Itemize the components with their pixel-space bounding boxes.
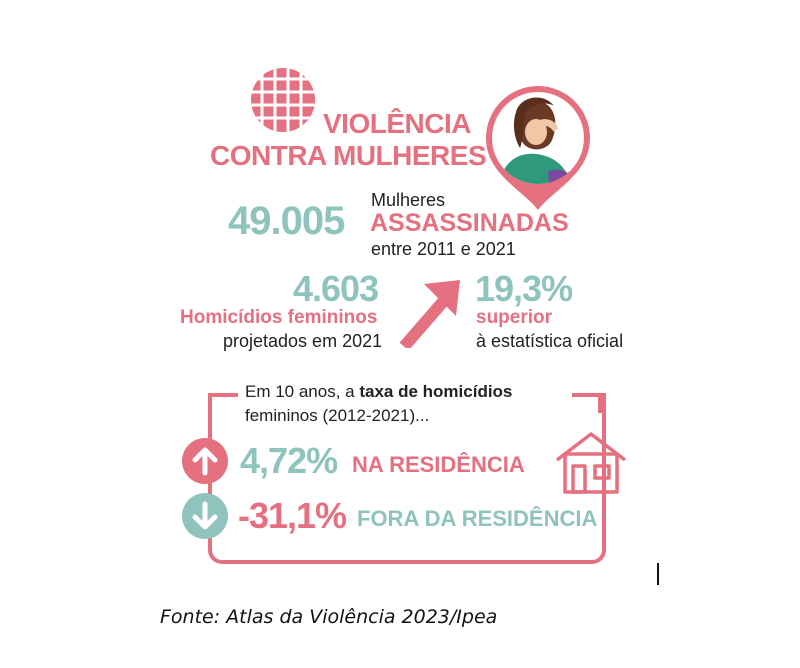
source-caption: Fonte: Atlas da Violência 2023/Ipea [160,606,498,628]
stat3-label-highlight: superior [476,307,553,328]
stat3-number: 19,3% [475,268,573,309]
stat1-label-top: Mulheres [371,190,446,210]
info-box-right-edge [598,393,602,413]
stat1-label-highlight: ASSASSINADAS [370,209,569,237]
info-box-top-right-edge [572,393,602,397]
stat3-label-bottom: à estatística oficial [476,331,624,351]
arrow-up-icon [182,438,228,484]
row-up-label: NA RESIDÊNCIA [352,452,525,477]
info-box-left-edge [208,393,212,413]
arrow-down-icon [182,493,228,539]
house-icon [555,432,627,494]
title-line-1: VIOLÊNCIA [323,108,471,139]
row-down-value: -31,1% [238,495,347,536]
box-intro-line1: Em 10 anos, a taxa de homicídios [245,382,512,402]
stat1-label-bottom: entre 2011 e 2021 [371,239,516,259]
box-intro-prefix: Em 10 anos, a [245,382,360,401]
info-box-top-left-edge [208,393,238,397]
title-line-2: CONTRA MULHERES [210,140,487,171]
stat2-label-bottom: projetados em 2021 [223,331,383,351]
woman-pin-icon [486,86,590,210]
box-intro-bold: taxa de homicídios [359,382,513,401]
stat1-number: 49.005 [228,199,345,243]
arrow-up-right-icon [400,280,460,348]
stat2-number: 4.603 [293,268,379,309]
text-cursor [657,563,659,585]
stat2-label-highlight: Homicídios femininos [180,307,378,328]
row-up-value: 4,72% [240,440,338,481]
box-intro-line2: femininos (2012-2021)... [245,406,430,425]
row-down-label: FORA DA RESIDÊNCIA [357,506,598,531]
globe-icon [251,68,315,132]
